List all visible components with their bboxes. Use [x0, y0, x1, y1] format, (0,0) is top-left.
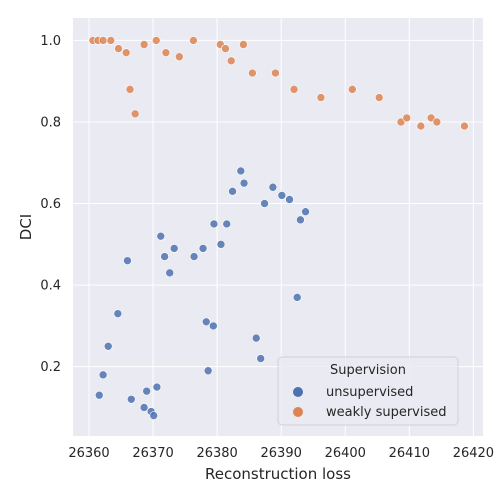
x-tick-label: 26420: [453, 446, 494, 461]
y-tick-label: 0.8: [40, 115, 61, 130]
x-tick-label: 26370: [132, 446, 173, 461]
legend: Supervision unsupervised weakly supervis…: [277, 356, 459, 426]
point-weakly-supervised: [402, 113, 412, 123]
point-unsupervised: [156, 231, 166, 241]
x-tick-label: 26390: [261, 446, 302, 461]
point-unsupervised: [169, 244, 179, 253]
point-weakly-supervised: [221, 44, 230, 53]
point-unsupervised: [260, 199, 269, 208]
point-unsupervised: [152, 382, 162, 392]
point-weakly-supervised: [416, 121, 426, 131]
point-unsupervised: [201, 317, 211, 327]
point-unsupervised: [103, 341, 113, 351]
x-axis-label: Reconstruction loss: [205, 465, 351, 483]
x-tick-label: 26400: [325, 446, 366, 461]
legend-label-unsupervised: unsupervised: [326, 385, 413, 400]
point-unsupervised: [127, 394, 136, 404]
point-weakly-supervised: [98, 36, 108, 45]
point-weakly-supervised: [316, 93, 326, 102]
point-unsupervised: [256, 354, 266, 363]
data-points: [88, 36, 469, 420]
x-tick-label: 26380: [196, 446, 237, 461]
point-unsupervised: [296, 215, 305, 225]
point-unsupervised: [203, 366, 213, 376]
point-unsupervised: [189, 252, 199, 261]
point-unsupervised: [216, 240, 226, 249]
point-weakly-supervised: [161, 48, 171, 57]
point-unsupervised: [113, 309, 123, 318]
point-unsupervised: [285, 195, 294, 204]
point-unsupervised: [160, 252, 169, 261]
point-unsupervised: [209, 219, 219, 229]
point-unsupervised: [149, 411, 159, 420]
point-unsupervised: [268, 182, 278, 192]
point-weakly-supervised: [151, 36, 161, 45]
point-unsupervised: [142, 386, 151, 396]
point-weakly-supervised: [289, 85, 299, 94]
point-weakly-supervised: [396, 117, 406, 127]
point-unsupervised: [222, 219, 232, 229]
point-weakly-supervised: [175, 52, 184, 62]
point-unsupervised: [139, 403, 149, 412]
grid-lines: [73, 18, 483, 436]
point-weakly-supervised: [248, 68, 257, 78]
legend-marker-unsupervised: [293, 387, 303, 397]
point-weakly-supervised: [348, 85, 357, 94]
legend-label-weakly-supervised: weakly supervised: [326, 405, 447, 420]
point-unsupervised: [209, 321, 218, 331]
y-tick-label: 0.2: [40, 360, 61, 375]
x-tick-label: 26410: [389, 446, 430, 461]
point-unsupervised: [301, 207, 310, 217]
y-axis-label: DCI: [17, 214, 35, 240]
point-weakly-supervised: [106, 36, 116, 45]
point-unsupervised: [236, 166, 246, 176]
point-unsupervised: [239, 178, 249, 188]
point-unsupervised: [94, 390, 104, 400]
point-weakly-supervised: [226, 56, 236, 66]
point-weakly-supervised: [125, 85, 135, 94]
legend-title: Supervision: [330, 363, 406, 378]
point-unsupervised: [98, 370, 108, 380]
point-unsupervised: [123, 256, 132, 265]
point-unsupervised: [277, 191, 287, 200]
point-unsupervised: [292, 293, 302, 302]
point-weakly-supervised: [432, 117, 442, 127]
y-tick-labels: 0.2 0.4 0.6 0.8 1.0: [40, 34, 61, 375]
point-unsupervised: [251, 333, 261, 343]
point-weakly-supervised: [121, 48, 131, 57]
point-weakly-supervised: [139, 40, 149, 49]
point-unsupervised: [228, 187, 237, 196]
y-tick-label: 0.4: [40, 279, 61, 294]
point-weakly-supervised: [239, 40, 248, 49]
legend-marker-weakly-supervised: [293, 407, 303, 417]
y-tick-label: 1.0: [40, 34, 61, 49]
x-tick-labels: 26360 26370 26380 26390 26400 26410 26420: [68, 446, 494, 461]
point-unsupervised: [165, 268, 175, 278]
point-weakly-supervised: [460, 121, 469, 131]
point-weakly-supervised: [374, 93, 384, 102]
y-tick-label: 0.6: [40, 197, 61, 212]
point-weakly-supervised: [114, 44, 123, 53]
point-weakly-supervised: [271, 68, 280, 78]
point-weakly-supervised: [130, 109, 140, 119]
legend-box: [277, 356, 459, 426]
point-unsupervised: [198, 244, 208, 253]
point-weakly-supervised: [189, 36, 198, 45]
x-tick-label: 26360: [68, 446, 109, 461]
